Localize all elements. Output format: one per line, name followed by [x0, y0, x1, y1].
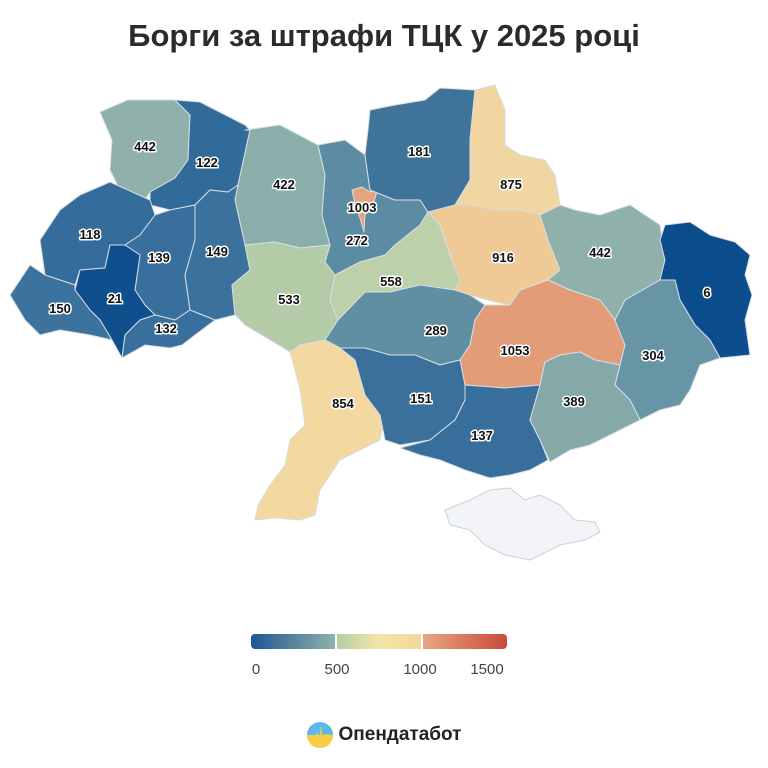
label-donetska: 304	[642, 348, 664, 363]
label-zhytomyrska: 422	[273, 177, 295, 192]
label-luhanska: 6	[703, 285, 710, 300]
region-zaporizka[interactable]	[529, 351, 641, 463]
label-kyivska: 272	[346, 233, 368, 248]
label-khmelnytska: 149	[206, 244, 228, 259]
region-kyiv-city[interactable]	[351, 186, 379, 233]
label-chernihivska: 181	[408, 144, 430, 159]
legend-tick-1500: 1500	[470, 661, 504, 678]
label-dnipropetrovska: 1053	[501, 343, 530, 358]
label-sumska: 875	[500, 177, 522, 192]
region-zakarpatska[interactable]	[9, 264, 113, 341]
label-cherkaska: 558	[380, 274, 402, 289]
legend-tick-1000: 1000	[403, 661, 437, 678]
label-odeska: 854	[332, 396, 354, 411]
label-zaporizka: 389	[563, 394, 585, 409]
region-luhanska[interactable]	[659, 221, 753, 359]
label-poltavska: 916	[492, 250, 514, 265]
chart-title: Борги за штрафи ТЦК у 2025 році	[128, 18, 640, 53]
label-chernivetska: 132	[155, 321, 177, 336]
label-kharkivska: 442	[589, 245, 611, 260]
label-rivnenska: 122	[196, 155, 218, 170]
label-zakarpatska: 150	[49, 301, 71, 316]
color-scale-legend	[251, 634, 507, 649]
label-ternopilska: 139	[148, 250, 170, 265]
label-kyiv-city: 1003	[348, 200, 377, 215]
label-volynska: 442	[134, 139, 156, 154]
legend-segment-1000-1500	[421, 634, 507, 649]
legend-segment-0-500	[251, 634, 335, 649]
legend-tick-500: 500	[324, 661, 350, 678]
label-ivano-frankivska: 21	[108, 291, 122, 306]
legend-segment-500-1000	[335, 634, 421, 649]
legend-ticks: 0 500 1000 1500	[0, 661, 768, 681]
legend-tick-0: 0	[251, 661, 261, 678]
label-lvivska: 118	[80, 227, 101, 242]
region-chernivetska[interactable]	[121, 309, 216, 359]
label-vinnytska: 533	[278, 292, 300, 307]
brand-footer: Опендатабот	[0, 722, 768, 748]
opendatabot-logo-icon	[306, 722, 333, 748]
brand-name: Опендатабот	[338, 724, 462, 745]
label-khersonska: 137	[471, 428, 493, 443]
label-kirovohradska: 289	[425, 323, 447, 338]
region-crimea[interactable]	[444, 487, 601, 561]
label-mykolaivska: 151	[410, 391, 432, 406]
